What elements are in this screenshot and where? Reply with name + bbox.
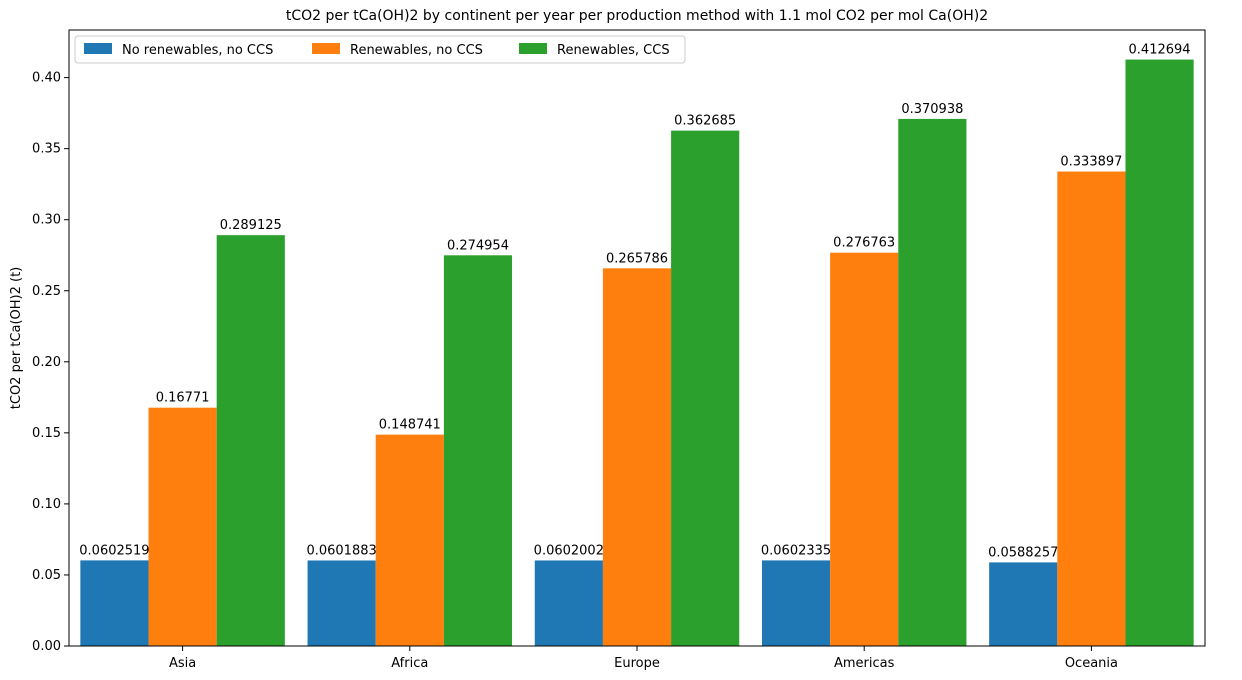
y-tick-label: 0.35 [32, 142, 61, 157]
legend-swatch-renewables-ccs [519, 43, 547, 54]
x-tick-label-oceania: Oceania [1065, 656, 1118, 671]
bar-africa-series-2 [375, 434, 444, 646]
x-axis: Asia Africa Europe Americas Oceania [169, 646, 1118, 671]
bar-oceania-series-1 [989, 562, 1058, 646]
legend: No renewables, no CCS Renewables, no CCS R… [74, 35, 686, 64]
data-label-oceania-series-2: 0.333897 [1060, 155, 1122, 170]
y-tick-label: 0.25 [32, 284, 61, 299]
bar-africa-series-1 [307, 560, 376, 646]
plot-frame [68, 29, 1206, 647]
bar-asia-series-2 [148, 407, 217, 646]
y-tick-label: 0.30 [32, 213, 61, 228]
x-tick-label-africa: Africa [391, 656, 428, 671]
bar-americas-series-2 [830, 252, 899, 646]
data-label-asia-series-2: 0.16771 [156, 391, 210, 406]
y-tick-label: 0.00 [32, 639, 61, 654]
bar-americas-series-1 [761, 560, 831, 646]
x-tick-label-americas: Americas [834, 656, 895, 671]
bar-oceania-series-2 [1057, 171, 1126, 646]
bar-europe-series-3 [671, 130, 740, 646]
data-label-asia-series-1: 0.0602519 [79, 543, 149, 558]
data-label-europe-series-3: 0.362685 [674, 114, 736, 129]
data-label-oceania-series-1: 0.0588257 [988, 545, 1058, 560]
data-label-americas-series-2: 0.276763 [833, 236, 895, 251]
legend-label-no-renewables-no-ccs: No renewables, no CCS [122, 43, 273, 58]
legend-label-renewables-no-ccs: Renewables, no CCS [350, 43, 483, 58]
data-label-europe-series-1: 0.0602002 [534, 543, 604, 558]
data-label-asia-series-3: 0.289125 [220, 218, 282, 233]
x-tick-label-europe: Europe [614, 656, 660, 671]
bar-europe-series-2 [602, 268, 672, 646]
y-tick-label: 0.10 [32, 497, 61, 512]
data-label-europe-series-2: 0.265786 [606, 251, 668, 266]
x-tick-label-asia: Asia [169, 656, 196, 671]
bar-asia-series-1 [80, 560, 149, 646]
legend-swatch-no-renewables-no-ccs [84, 43, 112, 54]
data-label-oceania-series-3: 0.412694 [1129, 43, 1191, 58]
y-tick-label: 0.20 [32, 355, 61, 370]
bar-asia-series-3 [216, 235, 285, 647]
bars-group [80, 59, 1194, 647]
data-label-africa-series-1: 0.0601883 [306, 543, 376, 558]
bar-europe-series-1 [534, 560, 603, 646]
y-tick-label: 0.05 [32, 568, 61, 583]
bar-africa-series-3 [443, 255, 513, 646]
data-label-africa-series-2: 0.148741 [379, 418, 441, 433]
y-tick-label: 0.40 [32, 71, 61, 86]
data-label-americas-series-1: 0.0602335 [761, 543, 831, 558]
bar-labels-group: 0.0602519 0.0601883 0.0602002 0.0602335 0.05… [79, 43, 1190, 561]
y-axis-label: tCO2 per tCa(OH)2 (t) [9, 267, 24, 409]
legend-swatch-renewables-no-ccs [312, 43, 340, 54]
y-axis: 0.00 0.05 0.10 0.15 0.20 0.25 0.30 0.35 0.40 [32, 71, 69, 654]
chart-title: tCO2 per tCa(OH)2 by continent per year … [286, 8, 988, 24]
legend-label-renewables-ccs: Renewables, CCS [557, 43, 670, 58]
bar-americas-series-3 [898, 118, 967, 647]
legend-frame [74, 35, 686, 64]
y-tick-label: 0.15 [32, 426, 61, 441]
data-label-americas-series-3: 0.370938 [901, 102, 963, 117]
bar-oceania-series-3 [1125, 59, 1194, 646]
data-label-africa-series-3: 0.274954 [447, 238, 509, 253]
